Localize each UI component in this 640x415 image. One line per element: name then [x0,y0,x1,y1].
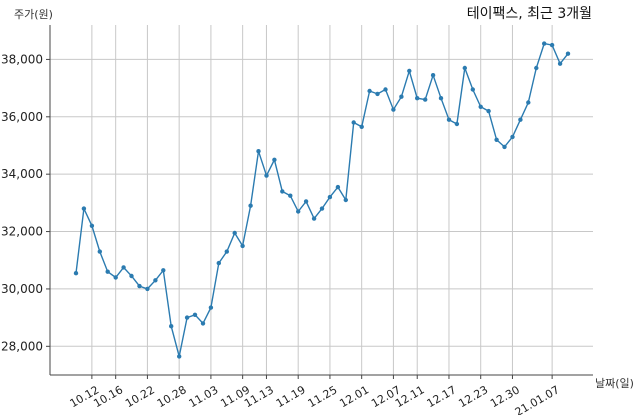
data-point [542,41,547,46]
x-tick-label: 21.01.07 [513,383,562,415]
x-tick-label: 11.19 [274,383,308,410]
x-axis-ticks: 10.1210.1610.2210.2811.0311.0911.1311.19… [68,375,562,415]
data-point [129,273,134,279]
data-point [121,265,126,270]
data-point [137,283,142,289]
data-point [494,137,499,142]
data-point [351,120,356,125]
data-point [399,94,404,99]
data-point [296,209,301,214]
price-series-line [75,42,569,357]
y-axis-ticks: 28,000 30,000 32,000 34,000 36,000 38,000 [1,52,50,353]
x-tick-label: 11.03 [187,383,221,410]
data-point [319,206,325,211]
data-point [438,96,444,101]
data-point [208,305,214,310]
data-point [478,104,483,110]
y-tick-label: 36,000 [1,110,43,124]
data-point [502,144,507,150]
x-tick-label: 10.22 [123,383,157,410]
data-point [232,230,237,236]
data-point [383,87,388,92]
data-point [415,96,420,101]
y-tick-label: 28,000 [1,339,43,353]
data-point [105,269,110,274]
data-point [288,193,293,198]
data-point [169,324,174,329]
data-point [407,68,412,74]
x-tick-label: 10.28 [155,383,189,410]
data-point [430,73,436,78]
data-point [81,206,87,211]
axes [49,25,593,376]
data-point [534,65,539,71]
data-point [256,149,261,154]
data-point [557,61,563,66]
data-point [145,286,150,292]
data-point [454,121,460,127]
y-tick-label: 34,000 [1,167,43,181]
data-point [272,157,277,162]
x-axis-title: 날짜(일) [595,376,634,390]
data-point [423,97,428,102]
y-axis-title: 주가(원) [14,8,53,21]
y-tick-label: 38,000 [1,52,43,66]
data-point [200,321,206,326]
data-point [391,107,396,112]
data-point [113,275,118,280]
data-point [462,65,467,71]
data-point [153,278,158,283]
data-point [216,260,221,266]
data-point [240,243,245,249]
data-point [359,124,364,129]
grid-lines [50,25,593,375]
data-point [177,354,182,359]
x-tick-label: 12.01 [337,383,371,410]
data-point [311,216,317,221]
data-point [486,108,491,114]
data-point [73,271,79,276]
data-point [375,91,380,97]
data-point [335,184,341,190]
data-point [327,194,333,200]
data-point [192,312,198,317]
data-point [526,100,531,105]
x-tick-label: 12.17 [425,383,459,410]
data-point [549,42,555,48]
data-point [518,117,523,122]
chart-title: 테이팩스, 최근 3개월 [467,6,592,22]
x-tick-label: 11.25 [306,383,340,410]
y-tick-label: 32,000 [1,225,43,239]
y-tick-label: 30,000 [1,282,43,296]
data-point [470,87,475,92]
data-point [161,268,166,273]
data-point [446,117,452,122]
data-point [303,199,309,204]
data-point [510,134,515,140]
price-series [73,41,571,359]
data-point [89,223,95,228]
x-tick-label: 12.23 [456,383,490,410]
data-point [184,315,190,320]
data-point [97,249,103,254]
data-point [565,51,571,56]
data-point [367,88,372,94]
data-point [224,249,229,254]
data-point [264,173,269,178]
data-point [343,197,348,203]
data-point [280,189,285,194]
data-point [248,203,253,208]
